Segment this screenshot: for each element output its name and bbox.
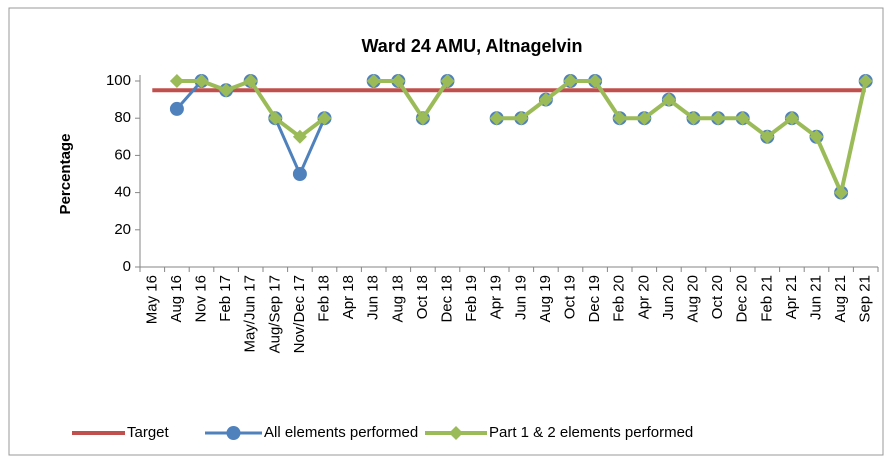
data-point [612, 111, 627, 126]
series-line [496, 79, 868, 200]
data-point [268, 111, 283, 126]
x-tick-label: Oct 19 [561, 275, 578, 319]
data-point [317, 111, 332, 126]
legend-marker [226, 426, 241, 440]
legend-label: All elements performed [264, 424, 418, 441]
x-tick-label: Dec 20 [734, 275, 751, 323]
legend-label: Target [127, 424, 170, 441]
x-tick-label: Aug 21 [832, 275, 849, 323]
x-tick-label: Jun 18 [365, 275, 382, 320]
x-tick-label: Aug 16 [168, 275, 185, 323]
x-tick-label: Aug 20 [684, 275, 701, 323]
y-tick-label: 40 [114, 184, 131, 201]
data-point [588, 74, 603, 88]
y-tick-label: 80 [114, 109, 131, 126]
x-tick-label: Feb 18 [315, 275, 332, 322]
x-tick-label: Aug/Sep 17 [266, 275, 283, 353]
y-tick-label: 60 [114, 146, 131, 163]
data-point [194, 74, 209, 88]
data-point [809, 129, 824, 144]
x-tick-label: Apr 19 [488, 275, 505, 319]
chart-title: Ward 24 AMU, Altnagelvin [361, 36, 582, 56]
data-point [292, 129, 307, 144]
data-point [711, 111, 726, 126]
y-tick-label: 0 [123, 258, 131, 275]
x-tick-label: Feb 17 [217, 275, 234, 322]
data-point [169, 74, 184, 88]
data-point [784, 111, 799, 126]
x-tick-label: Aug 18 [389, 275, 406, 323]
x-tick-label: Dec 19 [586, 275, 603, 323]
x-tick-label: Jun 21 [807, 275, 824, 320]
data-point [415, 111, 430, 126]
data-point [858, 74, 873, 88]
data-point [243, 74, 258, 88]
legend-marker [449, 426, 463, 440]
data-point [735, 111, 750, 126]
data-point [514, 111, 529, 126]
x-tick-label: Apr 21 [783, 275, 800, 319]
y-tick-label: 100 [106, 72, 131, 89]
data-point [834, 185, 849, 200]
x-tick-label: Dec 18 [438, 275, 455, 323]
x-tick-label: Apr 18 [340, 275, 357, 319]
data-point [366, 74, 381, 88]
data-point [686, 111, 701, 126]
x-tick-label: Sep 21 [857, 275, 874, 323]
data-point [661, 92, 676, 107]
x-tick-label: May/Jun 17 [242, 275, 259, 353]
x-tick-label: Feb 19 [463, 275, 480, 322]
x-tick-label: Nov/Dec 17 [291, 275, 308, 353]
x-tick-label: Jun 19 [512, 275, 529, 320]
x-tick-label: Jun 20 [660, 275, 677, 320]
x-tick-label: Aug 19 [537, 275, 554, 323]
legend-label: Part 1 & 2 elements performed [489, 424, 693, 441]
series-line [373, 79, 450, 122]
x-tick-label: Oct 20 [709, 275, 726, 319]
data-point [563, 74, 578, 88]
x-tick-label: Apr 20 [635, 275, 652, 319]
data-point [489, 111, 504, 126]
x-tick-label: May 16 [143, 275, 160, 324]
y-axis-label: Percentage [57, 134, 74, 215]
data-point [219, 83, 234, 98]
x-tick-label: Oct 18 [414, 275, 431, 319]
data-point [760, 129, 775, 144]
data-point [292, 167, 307, 181]
x-tick-label: Nov 16 [192, 275, 209, 323]
x-tick-label: Feb 20 [611, 275, 628, 322]
data-point [169, 101, 184, 116]
y-tick-label: 20 [114, 221, 131, 238]
data-point [391, 74, 406, 88]
x-tick-label: Feb 21 [758, 275, 775, 322]
data-point [637, 111, 652, 126]
data-point [538, 92, 553, 107]
data-point [440, 74, 455, 88]
